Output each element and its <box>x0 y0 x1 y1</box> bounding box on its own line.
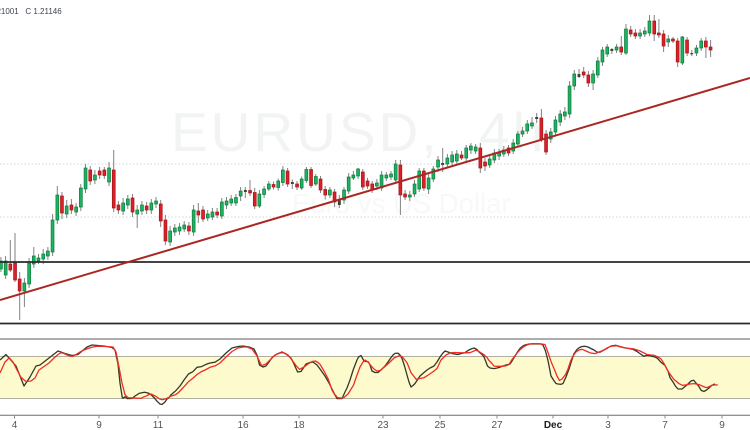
svg-text:23: 23 <box>377 420 389 430</box>
svg-text:4: 4 <box>12 420 18 430</box>
svg-text:25: 25 <box>434 420 446 430</box>
svg-text:4h: 4h <box>479 101 546 163</box>
svg-text:Dec: Dec <box>544 420 563 430</box>
svg-text:EURUSD,: EURUSD, <box>171 101 440 163</box>
svg-text:11: 11 <box>153 420 164 430</box>
svg-text:3: 3 <box>605 420 611 430</box>
svg-text:16: 16 <box>237 420 249 430</box>
svg-text:18: 18 <box>293 420 305 430</box>
svg-text:9: 9 <box>96 420 102 430</box>
svg-text:27: 27 <box>491 420 503 430</box>
svg-text:9: 9 <box>719 420 725 430</box>
svg-text:7: 7 <box>662 420 668 430</box>
svg-text:L 1.21001 C 1.21146: L 1.21001 C 1.21146 <box>0 7 62 16</box>
